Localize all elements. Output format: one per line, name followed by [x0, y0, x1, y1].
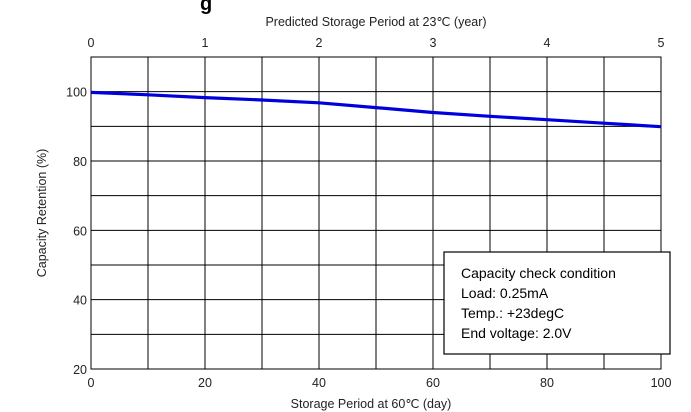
y-tick-label: 100 — [66, 86, 87, 100]
x-axis-title: Storage Period at 60℃ (day) — [291, 397, 452, 411]
y-tick-label: 40 — [73, 294, 87, 308]
top-tick-label: 0 — [88, 36, 95, 50]
chart-title-fragment: g — [200, 0, 212, 15]
x-tick-label: 80 — [540, 376, 554, 390]
condition-end-voltage: End voltage: 2.0V — [461, 325, 572, 341]
top-tick-label: 1 — [202, 36, 209, 50]
condition-box-frame — [443, 251, 671, 355]
condition-box: Capacity check condition Load: 0.25mA Te… — [443, 251, 671, 355]
condition-title: Capacity check condition — [461, 265, 616, 281]
top-tick-label: 2 — [316, 36, 323, 50]
x-tick-label: 20 — [198, 376, 212, 390]
x-tick-label: 0 — [88, 376, 95, 390]
top-axis-ticks: 0 1 2 3 4 5 — [88, 36, 665, 50]
x-tick-label: 100 — [651, 376, 672, 390]
grid — [91, 57, 661, 369]
y-axis-title: Capacity Retention (%) — [35, 149, 49, 278]
x-axis-ticks: 0 20 40 60 80 100 — [88, 376, 672, 390]
y-tick-label: 20 — [73, 363, 87, 377]
x-tick-label: 60 — [426, 376, 440, 390]
y-tick-label: 60 — [73, 224, 87, 238]
y-axis-ticks: 20 40 60 80 100 — [66, 86, 87, 377]
plot-frame — [90, 56, 662, 370]
series-line-0 — [90, 90, 662, 129]
condition-load: Load: 0.25mA — [461, 285, 549, 301]
top-tick-label: 3 — [430, 36, 437, 50]
series-group — [90, 90, 662, 129]
top-axis-title: Predicted Storage Period at 23℃ (year) — [265, 15, 486, 29]
top-tick-label: 4 — [544, 36, 551, 50]
condition-temp: Temp.: +23degC — [461, 305, 564, 321]
y-tick-label: 80 — [73, 155, 87, 169]
x-tick-label: 40 — [312, 376, 326, 390]
top-tick-label: 5 — [658, 36, 665, 50]
